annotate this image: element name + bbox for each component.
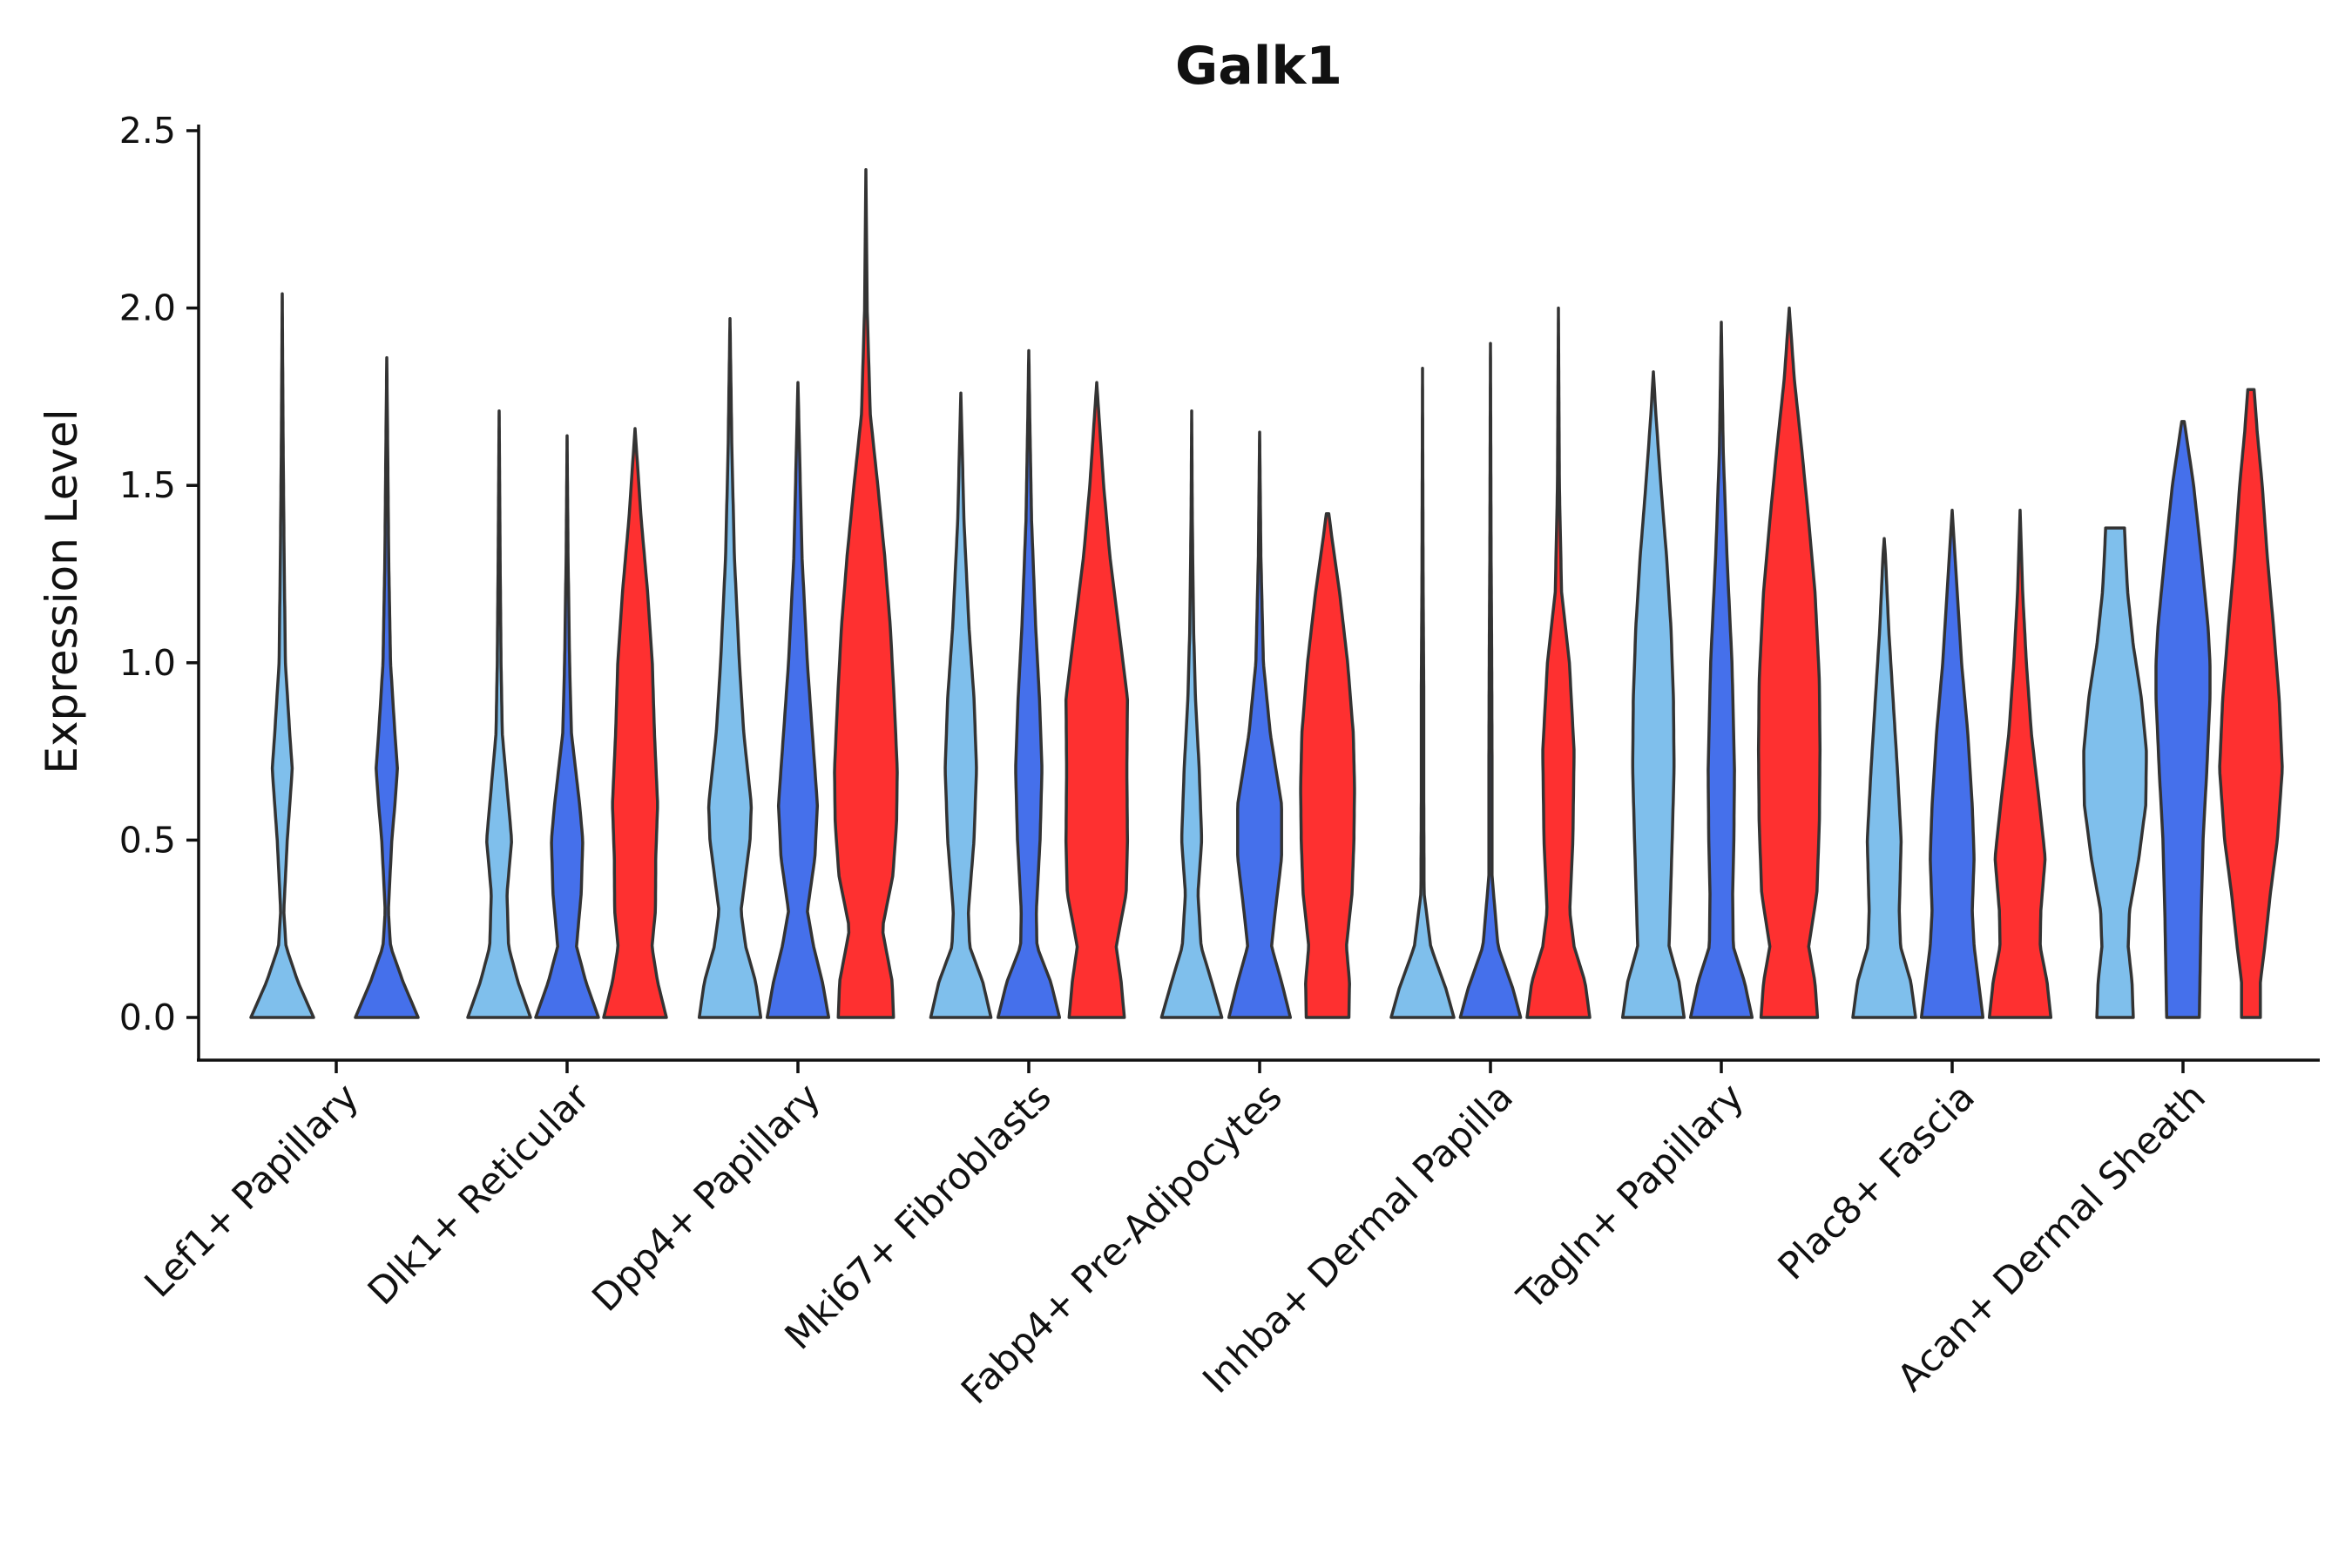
x-category-label: Dpp4+ Papillary [585, 1075, 829, 1320]
y-tick-label: 0.5 [119, 819, 176, 861]
violin-1-blue [354, 355, 420, 1019]
violin-4-blue [996, 348, 1062, 1019]
violin-9-red [2218, 388, 2284, 1019]
violin-7-red [1756, 306, 1822, 1019]
violin-5-light-blue [1159, 409, 1224, 1019]
y-tick-label: 1.0 [119, 642, 176, 684]
violin-3-red [833, 168, 899, 1019]
y-axis-title: Expression Level [37, 409, 87, 774]
violin-5-red [1299, 512, 1356, 1019]
y-tick-label: 0.0 [119, 997, 176, 1038]
violin-6-light-blue [1389, 367, 1456, 1019]
violin-8-light-blue [1851, 537, 1917, 1019]
y-tick-label: 1.5 [119, 464, 176, 506]
violin-9-light-blue [2082, 526, 2148, 1019]
violin-7-blue [1688, 321, 1754, 1019]
violin-6-blue [1458, 341, 1523, 1019]
violin-9-blue [2154, 420, 2212, 1019]
violin-7-light-blue [1620, 370, 1686, 1019]
violin-1-light-blue [249, 292, 315, 1019]
violin-6-red [1525, 306, 1592, 1019]
violin-4-light-blue [929, 391, 993, 1019]
y-tick-label: 2.0 [119, 287, 176, 329]
violin-8-red [1987, 508, 2053, 1019]
violin-2-light-blue [466, 409, 532, 1019]
violin-2-blue [534, 434, 600, 1019]
x-category-label: Lef1+ Papillary [137, 1075, 368, 1306]
violin-4-red [1064, 381, 1130, 1019]
violins-group [249, 168, 2284, 1019]
violin-8-blue [1919, 508, 1985, 1019]
x-category-label: Plac8+ Fascia [1770, 1075, 1984, 1288]
x-category-label: Tagln+ Papillary [1509, 1075, 1753, 1319]
y-tick-label: 2.5 [119, 110, 176, 152]
x-category-label: Mki67+ Fibroblasts [777, 1075, 1060, 1358]
violin-5-blue [1227, 430, 1293, 1019]
y-ticks-group: 0.0 0.5 1.0 1.5 2.0 2.5 [119, 110, 199, 1038]
x-category-label: Dlk1+ Reticular [360, 1075, 598, 1314]
chart-title: Galk1 [1175, 36, 1342, 97]
violin-2-red [602, 427, 668, 1019]
violin-3-light-blue [697, 317, 763, 1019]
violin-3-blue [765, 381, 831, 1019]
